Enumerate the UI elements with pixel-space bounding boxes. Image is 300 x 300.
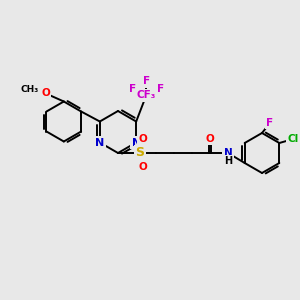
Text: N: N — [224, 148, 232, 158]
Text: O: O — [139, 162, 147, 172]
Text: O: O — [139, 134, 147, 144]
Text: O: O — [206, 134, 214, 144]
Text: N: N — [132, 137, 141, 148]
Text: CF₃: CF₃ — [136, 91, 156, 100]
Text: F: F — [129, 85, 136, 94]
Text: H: H — [224, 156, 232, 166]
Text: F: F — [142, 76, 150, 86]
Text: F: F — [266, 118, 274, 128]
Text: O: O — [41, 88, 50, 98]
Text: S: S — [136, 146, 145, 160]
Text: CH₃: CH₃ — [21, 85, 39, 94]
Text: Cl: Cl — [288, 134, 299, 144]
Text: F: F — [157, 85, 164, 94]
Text: N: N — [95, 137, 104, 148]
